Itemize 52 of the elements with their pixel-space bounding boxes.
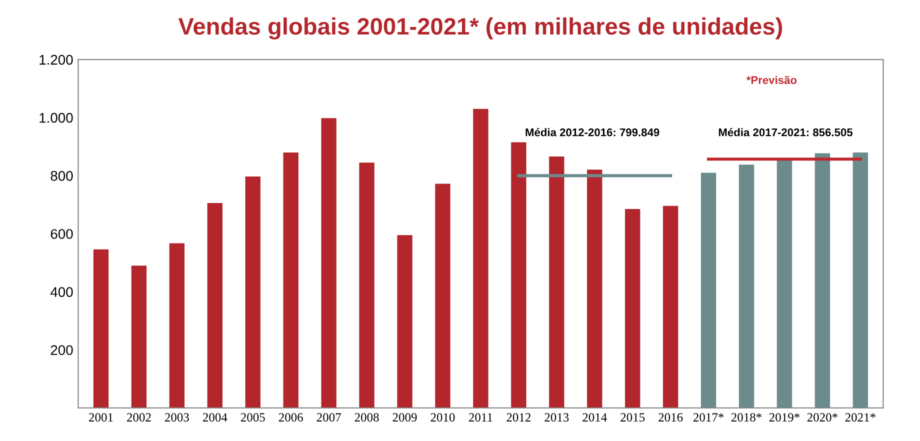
bar	[587, 170, 602, 408]
bar	[776, 158, 792, 408]
bar	[131, 266, 147, 408]
x-tick-label: 2009	[392, 413, 417, 422]
y-tick-label: 1.000	[40, 112, 73, 123]
bar	[93, 249, 109, 408]
bar	[624, 209, 640, 408]
bar	[245, 176, 260, 408]
bar	[700, 172, 716, 408]
x-tick-label: 2005	[240, 413, 265, 422]
y-tick-label: 600	[50, 229, 73, 239]
x-tick-label: 2003	[164, 413, 189, 422]
x-tick-label: 2014	[582, 413, 607, 422]
y-tick-label: 800	[50, 171, 73, 181]
x-tick-label: 2004	[202, 413, 228, 422]
x-tick-label: 2001	[89, 413, 113, 422]
x-tick-label: 2016	[658, 413, 683, 422]
x-tick-label: 2019*	[769, 413, 800, 422]
annotation: Média 2012-2016: 799.849	[526, 128, 660, 136]
bar	[169, 243, 185, 408]
y-tick-label: 200	[50, 345, 73, 356]
bar	[435, 184, 450, 408]
x-tick-label: 2010	[430, 413, 455, 422]
x-tick-label: 2015	[620, 413, 645, 422]
bar	[207, 202, 222, 408]
chart-title: Vendas globais 2001-2021* (em milhares de unidades)	[178, 17, 782, 40]
x-tick-label: 2017*	[693, 413, 724, 422]
bar	[397, 235, 412, 408]
x-tick-label: 2011	[468, 413, 492, 422]
bar	[662, 206, 678, 408]
bar	[549, 156, 564, 408]
annotation: *Previsão	[746, 76, 797, 84]
y-tick-label: 1.200	[40, 54, 73, 65]
x-tick-label: 2002	[127, 413, 151, 422]
x-tick-label: 2007	[316, 413, 341, 422]
annotation: Média 2017-2021: 856.505	[718, 128, 853, 136]
x-tick-label: 2013	[544, 413, 569, 422]
bar	[321, 118, 336, 408]
bar	[359, 162, 374, 408]
bar	[738, 164, 754, 408]
x-tick-label: 2012	[506, 413, 530, 422]
x-tick-label: 2008	[354, 413, 379, 422]
x-tick-label: 2018*	[731, 413, 762, 422]
bar	[852, 152, 868, 408]
bar	[473, 108, 488, 408]
bar	[511, 142, 526, 408]
y-tick-label: 400	[50, 287, 73, 297]
bar	[283, 152, 298, 408]
bar	[814, 153, 830, 408]
x-tick-label: 2006	[278, 413, 303, 422]
x-tick-label: 2021*	[845, 413, 876, 422]
x-tick-label: 2020*	[807, 413, 838, 422]
